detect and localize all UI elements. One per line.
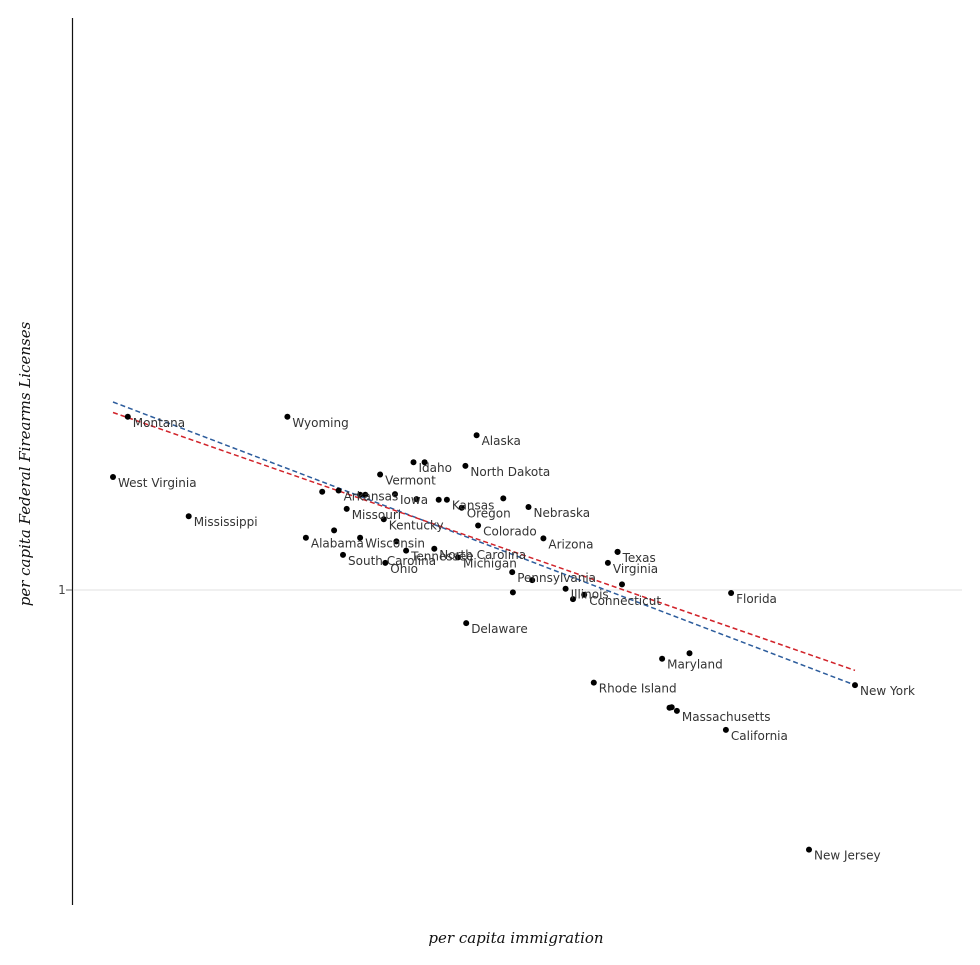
point-wisconsin (357, 534, 364, 541)
point-unlabeled-9 (614, 548, 621, 555)
point-label-south-carolina: South Carolina (348, 554, 436, 568)
point-label-missouri: Missouri (352, 508, 401, 522)
y-tick-label: 1 (58, 583, 66, 597)
point-unlabeled-1 (362, 491, 369, 498)
point-west-virginia (110, 474, 116, 480)
point-label-kentucky: Kentucky (389, 518, 444, 532)
point-label-west-virginia: West Virginia (118, 476, 197, 490)
point-label-delaware: Delaware (471, 622, 528, 636)
point-label-virginia: Virginia (613, 562, 658, 576)
point-label-north-carolina: North Carolina (439, 548, 526, 562)
point-label-connecticut: Connecticut (589, 594, 661, 608)
point-new-york (852, 682, 858, 689)
point-missouri (343, 505, 350, 512)
point-label-pennsylvania: Pennsylvania (517, 571, 596, 585)
point-connecticut (581, 591, 588, 598)
point-kentucky (380, 516, 387, 523)
point-oregon (458, 504, 465, 511)
point-label-alabama: Alabama (311, 537, 364, 551)
point-unlabeled-12 (666, 704, 673, 711)
point-unlabeled-14 (421, 459, 428, 466)
point-label-kansas: Kansas (452, 499, 494, 513)
point-tennessee (403, 547, 410, 554)
point-label-michigan: Michigan (463, 556, 517, 570)
y-axis-title: per capita Federal Firearms Licenses (16, 321, 34, 606)
point-unlabeled-7 (435, 496, 442, 503)
point-unlabeled-4 (331, 527, 338, 534)
point-idaho (410, 459, 417, 466)
point-south-carolina (340, 551, 346, 558)
point-rhode-island (590, 679, 597, 686)
x-axis-title: per capita immigration (428, 929, 603, 947)
point-iowa (392, 491, 398, 498)
point-unlabeled-8 (529, 577, 536, 584)
point-pennsylvania (509, 569, 516, 576)
point-michigan (455, 554, 461, 561)
point-massachusetts (673, 707, 680, 714)
point-alabama (302, 534, 309, 541)
point-label-ohio: Ohio (390, 562, 418, 576)
point-label-iowa: Iowa (400, 493, 428, 507)
point-label-arkansas: Arkansas (344, 490, 399, 504)
point-label-rhode-island: Rhode Island (599, 682, 677, 696)
point-label-nebraska: Nebraska (534, 506, 591, 520)
point-kansas (443, 496, 450, 503)
point-nebraska (525, 504, 532, 510)
point-unlabeled-6 (413, 496, 420, 503)
trend-lines (112, 401, 856, 686)
point-north-carolina (431, 545, 438, 552)
point-label-north-dakota: North Dakota (470, 465, 550, 479)
point-unlabeled-5 (393, 538, 400, 545)
point-colorado (475, 522, 482, 529)
point-label-new-york: New York (860, 684, 915, 698)
point-arizona (540, 535, 547, 542)
point-label-oregon: Oregon (467, 507, 511, 521)
point-label-colorado: Colorado (483, 525, 537, 539)
point-label-new-jersey: New Jersey (814, 849, 881, 863)
point-mississippi (185, 513, 192, 520)
point-delaware (463, 620, 470, 627)
point-label-mississippi: Mississippi (194, 515, 258, 529)
point-label-vermont: Vermont (385, 474, 436, 488)
point-montana (124, 413, 131, 420)
point-label-texas: Texas (622, 551, 656, 565)
point-label-california: California (731, 729, 788, 743)
point-alaska (473, 432, 480, 439)
point-label-wisconsin: Wisconsin (365, 537, 425, 551)
point-unlabeled-3 (319, 488, 326, 495)
point-vermont (377, 471, 384, 478)
point-label-wyoming: Wyoming (292, 416, 348, 430)
point-label-tennessee: Tennessee (410, 550, 474, 564)
point-unlabeled-2 (357, 491, 364, 498)
point-label-idaho: Idaho (419, 461, 452, 475)
point-unlabeled-17 (509, 589, 516, 596)
point-maryland (659, 655, 666, 662)
point-unlabeled-16 (570, 596, 576, 603)
point-ohio (382, 559, 389, 566)
point-label-arizona: Arizona (548, 537, 593, 551)
point-unlabeled-13 (500, 495, 507, 502)
point-label-illinois: Illinois (571, 588, 609, 602)
point-label-alaska: Alaska (482, 434, 521, 448)
point-illinois (562, 585, 569, 592)
point-virginia (604, 559, 611, 566)
point-california (722, 726, 729, 733)
point-unlabeled-15 (619, 581, 625, 588)
trend-line-2 (112, 411, 856, 672)
trend-line-1 (112, 401, 856, 686)
data-points (110, 413, 858, 853)
point-unlabeled-10 (686, 650, 693, 657)
point-label-massachusetts: Massachusetts (682, 710, 771, 724)
point-new-jersey (806, 846, 812, 853)
point-north-dakota (462, 462, 469, 469)
point-label-montana: Montana (133, 416, 185, 430)
point-label-florida: Florida (736, 592, 777, 606)
point-florida (728, 590, 735, 596)
point-arkansas (335, 487, 342, 494)
point-label-maryland: Maryland (667, 658, 723, 672)
point-labels: Montana Wyoming Alaska Idaho North Dakota Ver… (118, 416, 915, 863)
point-wyoming (284, 413, 291, 420)
